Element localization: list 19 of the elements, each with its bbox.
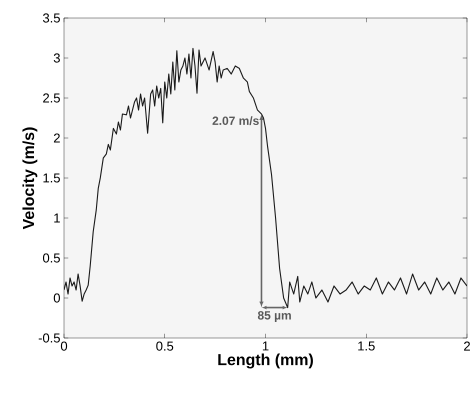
- x-axis-title: Length (mm): [218, 354, 313, 368]
- annotation: 85 µm: [258, 311, 291, 322]
- x-tick-label: 2: [464, 342, 470, 351]
- y-axis-title: Velocity (m/s): [22, 127, 38, 230]
- x-tick-label: 1.5: [358, 342, 375, 351]
- x-tick-label: 0.5: [156, 342, 174, 351]
- y-tick-label: 3.5: [42, 13, 60, 23]
- y-tick-label: 1.5: [43, 173, 60, 183]
- y-tick-label: -0.5: [38, 333, 60, 343]
- y-tick-label: 3: [54, 53, 60, 63]
- line-series: [64, 48, 468, 308]
- y-tick-label: 2.5: [43, 93, 60, 103]
- x-tick-label: 1: [262, 342, 268, 350]
- y-tick-label: 0: [54, 293, 60, 303]
- y-tick-label: 0.5: [42, 253, 60, 263]
- y-tick-label: 2: [54, 133, 60, 143]
- annotation: 2.07 m/s: [212, 116, 259, 126]
- y-tick-label: 1: [54, 214, 60, 222]
- x-tick-label: 0: [60, 342, 68, 351]
